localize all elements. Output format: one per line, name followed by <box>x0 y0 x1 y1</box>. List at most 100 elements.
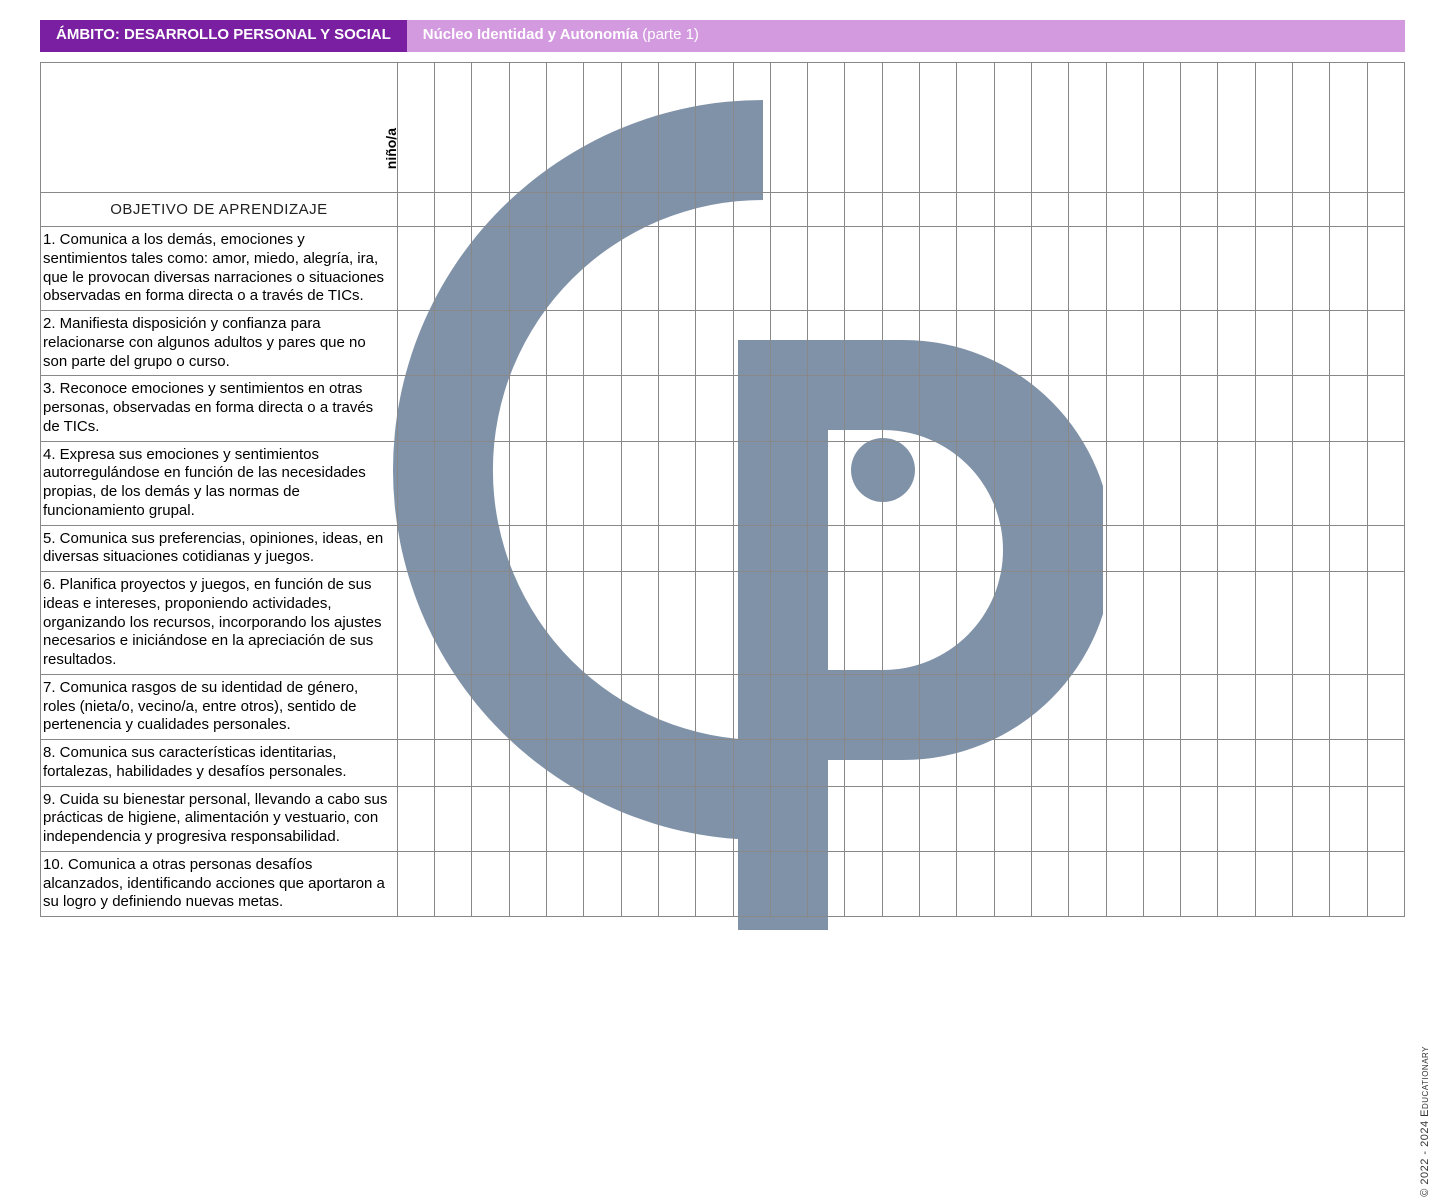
assessment-cell[interactable] <box>920 674 957 739</box>
assessment-cell[interactable] <box>584 572 621 675</box>
student-name-cell[interactable] <box>845 63 882 193</box>
assessment-cell[interactable] <box>957 441 994 525</box>
assessment-cell[interactable] <box>1293 227 1330 311</box>
assessment-cell[interactable] <box>509 786 546 851</box>
assessment-cell[interactable] <box>920 227 957 311</box>
assessment-cell[interactable] <box>1367 525 1404 572</box>
assessment-cell[interactable] <box>882 786 919 851</box>
assessment-cell[interactable] <box>1218 441 1255 525</box>
assessment-cell[interactable] <box>920 851 957 916</box>
assessment-cell[interactable] <box>1218 851 1255 916</box>
assessment-cell[interactable] <box>845 674 882 739</box>
assessment-cell[interactable] <box>1143 525 1180 572</box>
assessment-cell[interactable] <box>1106 441 1143 525</box>
assessment-cell[interactable] <box>957 311 994 376</box>
assessment-cell[interactable] <box>621 441 658 525</box>
assessment-cell[interactable] <box>1181 376 1218 441</box>
assessment-cell[interactable] <box>509 376 546 441</box>
student-name-cell[interactable] <box>1031 63 1068 193</box>
assessment-cell[interactable] <box>808 572 845 675</box>
assessment-cell[interactable] <box>509 851 546 916</box>
assessment-cell[interactable] <box>696 572 733 675</box>
assessment-cell[interactable] <box>920 525 957 572</box>
assessment-cell[interactable] <box>547 674 584 739</box>
assessment-cell[interactable] <box>1143 740 1180 787</box>
student-name-cell[interactable] <box>696 63 733 193</box>
assessment-cell[interactable] <box>658 525 695 572</box>
assessment-cell[interactable] <box>658 851 695 916</box>
assessment-cell[interactable] <box>509 740 546 787</box>
assessment-cell[interactable] <box>1330 311 1367 376</box>
assessment-cell[interactable] <box>1181 740 1218 787</box>
assessment-cell[interactable] <box>547 311 584 376</box>
assessment-cell[interactable] <box>994 376 1031 441</box>
assessment-cell[interactable] <box>1031 227 1068 311</box>
assessment-cell[interactable] <box>1330 525 1367 572</box>
assessment-cell[interactable] <box>1181 851 1218 916</box>
assessment-cell[interactable] <box>1293 441 1330 525</box>
assessment-cell[interactable] <box>658 674 695 739</box>
assessment-cell[interactable] <box>770 572 807 675</box>
assessment-cell[interactable] <box>621 311 658 376</box>
assessment-cell[interactable] <box>472 441 509 525</box>
assessment-cell[interactable] <box>1255 740 1292 787</box>
assessment-cell[interactable] <box>658 740 695 787</box>
assessment-cell[interactable] <box>1106 740 1143 787</box>
assessment-cell[interactable] <box>770 227 807 311</box>
assessment-cell[interactable] <box>770 851 807 916</box>
assessment-cell[interactable] <box>1069 376 1106 441</box>
student-name-cell[interactable] <box>1181 63 1218 193</box>
assessment-cell[interactable] <box>994 572 1031 675</box>
assessment-cell[interactable] <box>1255 227 1292 311</box>
assessment-cell[interactable] <box>621 674 658 739</box>
assessment-cell[interactable] <box>1143 227 1180 311</box>
assessment-cell[interactable] <box>733 572 770 675</box>
assessment-cell[interactable] <box>1181 674 1218 739</box>
assessment-cell[interactable] <box>1218 786 1255 851</box>
student-name-cell[interactable] <box>1293 63 1330 193</box>
assessment-cell[interactable] <box>845 786 882 851</box>
student-name-cell[interactable] <box>472 63 509 193</box>
assessment-cell[interactable] <box>1069 851 1106 916</box>
assessment-cell[interactable] <box>994 525 1031 572</box>
assessment-cell[interactable] <box>845 572 882 675</box>
assessment-cell[interactable] <box>658 227 695 311</box>
assessment-cell[interactable] <box>733 740 770 787</box>
student-name-cell[interactable] <box>1143 63 1180 193</box>
assessment-cell[interactable] <box>1255 572 1292 675</box>
assessment-cell[interactable] <box>1218 740 1255 787</box>
assessment-cell[interactable] <box>1367 572 1404 675</box>
assessment-cell[interactable] <box>994 674 1031 739</box>
assessment-cell[interactable] <box>770 525 807 572</box>
assessment-cell[interactable] <box>397 740 434 787</box>
assessment-cell[interactable] <box>1031 851 1068 916</box>
student-name-cell[interactable] <box>509 63 546 193</box>
assessment-cell[interactable] <box>621 525 658 572</box>
assessment-cell[interactable] <box>621 572 658 675</box>
assessment-cell[interactable] <box>584 851 621 916</box>
assessment-cell[interactable] <box>920 572 957 675</box>
assessment-cell[interactable] <box>920 740 957 787</box>
assessment-cell[interactable] <box>435 674 472 739</box>
assessment-cell[interactable] <box>1106 572 1143 675</box>
assessment-cell[interactable] <box>435 227 472 311</box>
assessment-cell[interactable] <box>882 740 919 787</box>
assessment-cell[interactable] <box>920 786 957 851</box>
assessment-cell[interactable] <box>547 441 584 525</box>
assessment-cell[interactable] <box>957 740 994 787</box>
assessment-cell[interactable] <box>472 311 509 376</box>
assessment-cell[interactable] <box>882 441 919 525</box>
assessment-cell[interactable] <box>957 674 994 739</box>
assessment-cell[interactable] <box>1255 441 1292 525</box>
assessment-cell[interactable] <box>957 376 994 441</box>
assessment-cell[interactable] <box>1031 311 1068 376</box>
assessment-cell[interactable] <box>770 441 807 525</box>
assessment-cell[interactable] <box>1143 376 1180 441</box>
assessment-cell[interactable] <box>845 740 882 787</box>
assessment-cell[interactable] <box>509 674 546 739</box>
assessment-cell[interactable] <box>584 525 621 572</box>
assessment-cell[interactable] <box>621 376 658 441</box>
assessment-cell[interactable] <box>1330 376 1367 441</box>
student-name-cell[interactable] <box>1255 63 1292 193</box>
assessment-cell[interactable] <box>509 572 546 675</box>
